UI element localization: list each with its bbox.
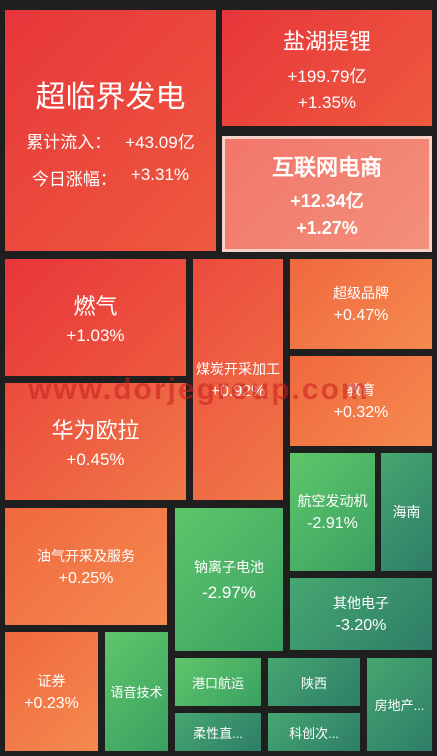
tile-qita[interactable]: 其他电子 -3.20% — [290, 578, 432, 650]
inflow-label: 累计流入： — [26, 132, 112, 152]
change-value: +3.31% — [130, 164, 190, 184]
tile-name: 航空发动机 — [297, 493, 368, 509]
tile-name: 科创次... — [289, 725, 339, 741]
tile-name: 陕西 — [300, 675, 327, 691]
tile-name: 超级品牌 — [333, 285, 389, 301]
tile-change: -3.20% — [335, 617, 387, 634]
tile-change: -2.91% — [307, 515, 358, 532]
change-label: 今日涨幅： — [31, 169, 117, 189]
tile-meitan[interactable]: 煤炭开采加工 +0.92% — [193, 259, 283, 500]
tile-name: 煤炭开采加工 — [196, 360, 280, 377]
tile-change: +0.47% — [333, 307, 389, 324]
tile-name: 盐湖提锂 — [282, 28, 371, 54]
tile-name: 教育 — [347, 382, 375, 398]
tile-shanxi[interactable]: 陕西 — [268, 658, 360, 706]
tile-rouxing[interactable]: 柔性直... — [175, 713, 261, 751]
tile-name: 钠离子电池 — [194, 558, 264, 575]
tile-name: 语音技术 — [110, 685, 163, 700]
tile-name: 华为欧拉 — [51, 418, 140, 443]
tile-inflow: +199.79亿 — [287, 66, 367, 86]
tile-name: 柔性直... — [193, 725, 243, 741]
tile-change: +0.45% — [66, 450, 125, 469]
tile-name: 海南 — [392, 504, 421, 520]
tile-youqi[interactable]: 油气开采及服务 +0.25% — [5, 508, 167, 625]
tile-change: +0.92% — [210, 382, 266, 400]
tile-gangkou[interactable]: 港口航运 — [175, 658, 261, 706]
inflow-value: +43.09亿 — [125, 132, 195, 152]
tile-change: +0.25% — [58, 569, 114, 587]
tile-zhengquan[interactable]: 证券 +0.23% — [5, 632, 98, 751]
tile-name: 证券 — [37, 672, 66, 689]
tile-name: 燃气 — [73, 294, 118, 319]
tile-nalizi[interactable]: 钠离子电池 -2.97% — [175, 508, 283, 651]
tile-ranqi[interactable]: 燃气 +1.03% — [5, 259, 186, 376]
tile-change: +1.35% — [297, 92, 357, 112]
tile-name: 港口航运 — [191, 675, 244, 691]
tile-yanhu[interactable]: 盐湖提锂 +199.79亿 +1.35% — [222, 10, 432, 126]
tile-hulianwang[interactable]: 互联网电商 +12.34亿 +1.27% — [222, 136, 432, 252]
tile-fangdichan[interactable]: 房地产... — [367, 658, 432, 751]
tile-name: 互联网电商 — [271, 154, 382, 180]
tile-yuyin[interactable]: 语音技术 — [105, 632, 168, 751]
tile-inflow: +12.34亿 — [290, 190, 364, 211]
tile-change: +0.23% — [24, 694, 79, 712]
tile-change: -2.97% — [202, 582, 256, 602]
tile-hangkong[interactable]: 航空发动机 -2.91% — [290, 453, 375, 571]
tile-chaolinjie[interactable]: 超临界发电 累计流入： +43.09亿 今日涨幅： +3.31% — [5, 10, 216, 251]
tile-name: 房地产... — [374, 698, 425, 713]
tile-hainan[interactable]: 海南 — [381, 453, 432, 571]
tile-change: +1.27% — [296, 217, 358, 238]
tile-jiaoyu[interactable]: 教育 +0.32% — [290, 356, 432, 446]
tile-huawei[interactable]: 华为欧拉 +0.45% — [5, 383, 186, 500]
tile-change: +0.32% — [333, 404, 389, 421]
tile-chaoji[interactable]: 超级品牌 +0.47% — [290, 259, 432, 349]
tile-name: 超临界发电 — [35, 80, 186, 114]
tile-change: +1.03% — [66, 326, 125, 345]
tile-kechuang[interactable]: 科创次... — [268, 713, 360, 751]
tile-name: 油气开采及服务 — [37, 547, 135, 564]
tile-name: 其他电子 — [333, 595, 389, 611]
